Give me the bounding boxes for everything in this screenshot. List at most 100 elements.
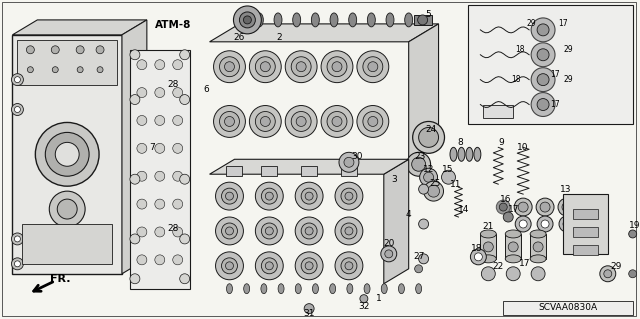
Polygon shape: [209, 24, 438, 42]
Circle shape: [537, 49, 549, 61]
Circle shape: [221, 258, 237, 274]
Circle shape: [155, 60, 164, 70]
Circle shape: [470, 249, 486, 265]
Text: 22: 22: [493, 262, 504, 271]
Circle shape: [255, 252, 284, 280]
Ellipse shape: [505, 255, 521, 263]
Ellipse shape: [367, 13, 375, 27]
Circle shape: [180, 94, 189, 105]
Text: 21: 21: [483, 222, 494, 232]
Circle shape: [345, 227, 353, 235]
Ellipse shape: [481, 255, 496, 263]
Circle shape: [562, 202, 572, 212]
Ellipse shape: [364, 284, 370, 294]
Ellipse shape: [450, 147, 457, 161]
Circle shape: [137, 88, 147, 98]
Circle shape: [221, 223, 237, 239]
Circle shape: [518, 202, 528, 212]
Circle shape: [385, 250, 393, 258]
Circle shape: [225, 262, 234, 270]
Ellipse shape: [278, 284, 284, 294]
Circle shape: [295, 217, 323, 245]
Circle shape: [537, 216, 553, 232]
Text: 29: 29: [610, 262, 621, 271]
Circle shape: [130, 234, 140, 244]
Ellipse shape: [399, 284, 404, 294]
Polygon shape: [122, 20, 147, 274]
Circle shape: [295, 182, 323, 210]
Text: 2: 2: [276, 33, 282, 42]
Circle shape: [255, 217, 284, 245]
Circle shape: [225, 227, 234, 235]
Circle shape: [424, 172, 433, 182]
Circle shape: [305, 227, 313, 235]
Circle shape: [368, 116, 378, 126]
Bar: [503, 300, 633, 315]
Circle shape: [225, 192, 234, 200]
Circle shape: [220, 57, 239, 77]
Circle shape: [52, 67, 58, 73]
Text: 28: 28: [167, 80, 179, 89]
Text: 8: 8: [458, 138, 463, 147]
Circle shape: [419, 127, 438, 147]
Circle shape: [173, 227, 182, 237]
Ellipse shape: [312, 13, 319, 27]
Bar: [413, 15, 431, 25]
Circle shape: [285, 51, 317, 83]
Text: 16: 16: [499, 195, 511, 204]
Circle shape: [503, 212, 513, 222]
Ellipse shape: [312, 284, 319, 294]
Circle shape: [137, 143, 147, 153]
Text: 9: 9: [499, 138, 504, 147]
Circle shape: [531, 68, 555, 92]
Circle shape: [442, 170, 456, 184]
Circle shape: [483, 242, 493, 252]
Circle shape: [137, 227, 147, 237]
Circle shape: [304, 304, 314, 314]
Circle shape: [180, 174, 189, 184]
Text: 18: 18: [515, 45, 525, 54]
Circle shape: [540, 202, 550, 212]
Circle shape: [130, 94, 140, 105]
Circle shape: [173, 60, 182, 70]
Text: 31: 31: [303, 309, 315, 318]
Circle shape: [296, 116, 306, 126]
Circle shape: [221, 188, 237, 204]
Ellipse shape: [227, 284, 232, 294]
Circle shape: [321, 51, 353, 83]
Bar: [261, 166, 277, 176]
Ellipse shape: [292, 13, 301, 27]
Circle shape: [173, 115, 182, 125]
Circle shape: [291, 57, 311, 77]
Circle shape: [15, 236, 20, 242]
Text: 29: 29: [563, 45, 573, 54]
Circle shape: [559, 216, 575, 232]
Bar: [227, 166, 243, 176]
Bar: [209, 42, 409, 161]
Circle shape: [173, 255, 182, 265]
Circle shape: [301, 258, 317, 274]
Ellipse shape: [261, 284, 267, 294]
Circle shape: [419, 254, 429, 264]
Circle shape: [515, 216, 531, 232]
Bar: [209, 174, 384, 284]
Text: 4: 4: [406, 210, 412, 219]
Circle shape: [406, 152, 431, 176]
Circle shape: [628, 230, 637, 238]
Circle shape: [51, 46, 60, 54]
Circle shape: [155, 143, 164, 153]
Circle shape: [519, 220, 527, 228]
Circle shape: [15, 107, 20, 113]
Circle shape: [180, 50, 189, 60]
Circle shape: [261, 188, 277, 204]
Bar: [8, 8, 193, 302]
Circle shape: [600, 266, 616, 282]
Circle shape: [531, 18, 555, 42]
Circle shape: [412, 157, 426, 171]
Circle shape: [531, 43, 555, 67]
Circle shape: [12, 233, 24, 245]
Circle shape: [563, 220, 571, 228]
Circle shape: [381, 246, 397, 262]
Circle shape: [508, 242, 518, 252]
Circle shape: [130, 174, 140, 184]
